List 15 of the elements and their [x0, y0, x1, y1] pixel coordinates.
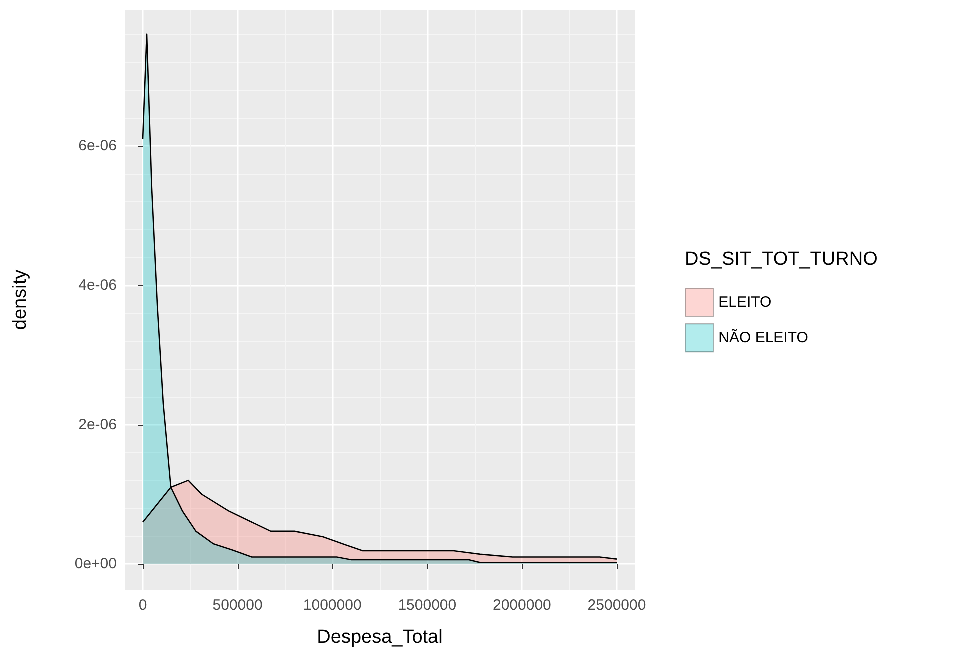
y-tick-label: 0e+00 [74, 556, 117, 573]
x-tick-label: 1500000 [398, 597, 457, 614]
legend-title: DS_SIT_TOT_TURNO [685, 249, 878, 270]
x-tick-label: 2500000 [588, 597, 646, 614]
x-tick-label: 1000000 [303, 597, 362, 614]
y-tick-label: 2e-06 [78, 416, 117, 434]
legend-label: ELEITO [718, 294, 772, 312]
legend-label: NÃO ELEITO [718, 328, 808, 346]
x-tick-label: 0 [138, 597, 148, 614]
x-tick-label: 500000 [212, 597, 263, 614]
x-tick-label: 2000000 [492, 597, 552, 614]
x-axis-title: Despesa_Total [317, 627, 443, 648]
y-axis-title: density [10, 269, 31, 330]
y-tick-label: 6e-06 [78, 137, 117, 154]
y-tick-label: 4e-06 [78, 276, 117, 294]
